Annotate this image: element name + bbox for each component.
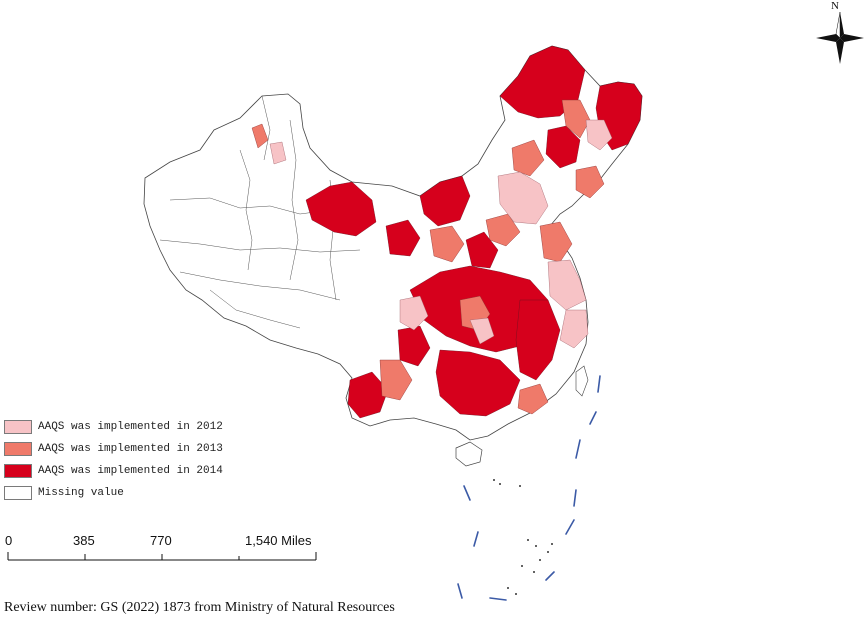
scale-bar	[7, 552, 317, 561]
legend-label-2013: AAQS was implemented in 2013	[38, 443, 223, 455]
legend-swatch-2012	[4, 420, 32, 434]
legend-label-missing: Missing value	[38, 487, 124, 499]
south-sea-islands	[493, 479, 553, 595]
scale-bar-labels: 0 385 770 1,540 Miles	[0, 533, 330, 549]
north-arrow-icon	[816, 11, 864, 64]
scale-label-0: 0	[5, 533, 13, 548]
scale-label-385: 385	[73, 533, 95, 548]
regions-2012	[269, 119, 613, 349]
hainan-island	[455, 441, 483, 467]
legend-label-2012: AAQS was implemented in 2012	[38, 421, 223, 433]
scale-label-770: 770	[150, 533, 172, 548]
legend-label-2014: AAQS was implemented in 2014	[38, 465, 223, 477]
nine-dash-line	[457, 375, 601, 601]
north-label: N	[831, 0, 839, 12]
regions-2013	[251, 99, 605, 415]
legend-item-missing: Missing value	[4, 482, 223, 504]
taiwan-island	[575, 365, 589, 397]
legend-swatch-missing	[4, 486, 32, 500]
legend-item-2013: AAQS was implemented in 2013	[4, 438, 223, 460]
legend-item-2014: AAQS was implemented in 2014	[4, 460, 223, 482]
legend-swatch-2014	[4, 464, 32, 478]
province-boundaries	[159, 95, 361, 329]
legend: AAQS was implemented in 2012 AAQS was im…	[4, 416, 223, 504]
legend-item-2012: AAQS was implemented in 2012	[4, 416, 223, 438]
review-number-caption: Review number: GS (2022) 1873 from Minis…	[4, 600, 395, 615]
legend-swatch-2013	[4, 442, 32, 456]
scale-label-1540: 1,540 Miles	[245, 533, 312, 548]
